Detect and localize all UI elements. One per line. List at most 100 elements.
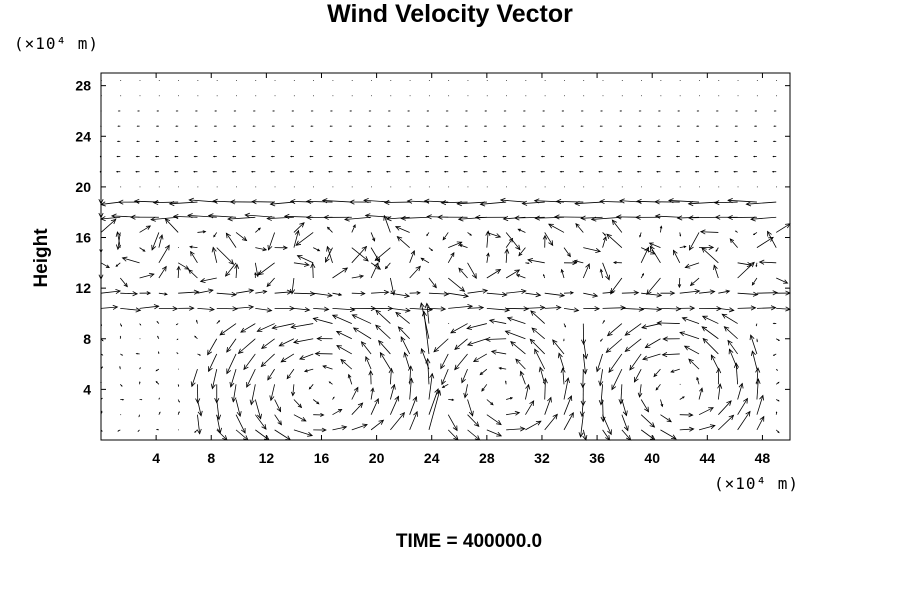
vector-arrow xyxy=(332,409,342,416)
vector-arrow xyxy=(274,429,291,441)
vector-arrow-head xyxy=(262,247,268,252)
vector-arrow-head xyxy=(352,327,359,333)
vector-arrow xyxy=(119,277,128,287)
vector-arrow xyxy=(489,319,507,324)
vector-arrow-head xyxy=(363,256,369,262)
vector-arrow xyxy=(348,374,353,385)
vector-arrow xyxy=(624,323,642,336)
vector-arrow xyxy=(261,353,275,367)
vector-arrow xyxy=(717,384,721,400)
vector-arrow xyxy=(240,323,256,333)
vector-arrow xyxy=(306,200,333,203)
vector-arrow-head xyxy=(261,343,267,350)
vector-arrow-head xyxy=(416,290,421,295)
vector-arrow xyxy=(690,277,700,286)
vector-arrow-head xyxy=(331,314,338,320)
vector-arrow xyxy=(344,216,372,220)
vector-arrow-head xyxy=(266,215,272,221)
vector-arrow-head xyxy=(129,214,136,220)
vector-arrow xyxy=(428,388,439,415)
vector-arrow xyxy=(670,368,680,373)
vector-arrow xyxy=(562,368,565,385)
vector-arrow xyxy=(293,414,307,422)
vector-arrow xyxy=(479,368,488,375)
vector-arrow xyxy=(596,353,603,372)
vector-arrow-head xyxy=(115,288,122,295)
vector-arrow xyxy=(117,232,121,250)
vector-arrow-head xyxy=(580,215,586,221)
vector-arrow xyxy=(448,277,465,292)
vector-arrow-head xyxy=(379,351,385,358)
vector-arrow xyxy=(491,351,507,355)
vector-arrow-head xyxy=(375,309,381,316)
vector-arrow-head xyxy=(466,324,473,330)
vector-arrow-head xyxy=(538,366,544,373)
vector-arrow xyxy=(610,277,623,294)
vector-arrow xyxy=(177,411,180,415)
vector-arrow-head xyxy=(365,356,370,362)
y-tick-label: 12 xyxy=(75,280,91,296)
vector-arrow-head xyxy=(360,341,367,347)
vector-arrow xyxy=(776,307,791,310)
vector-arrow-head xyxy=(399,411,406,418)
vector-arrow-head xyxy=(289,288,296,295)
vector-arrow xyxy=(309,384,314,390)
vector-arrow-head xyxy=(434,388,440,394)
vector-arrow xyxy=(544,397,552,415)
vector-arrow xyxy=(158,234,163,248)
vector-arrow-head xyxy=(583,353,589,360)
vector-arrow xyxy=(607,323,623,336)
vector-arrow-head xyxy=(303,369,308,373)
vector-arrow xyxy=(173,215,198,218)
vector-arrow xyxy=(375,309,391,324)
vector-arrow xyxy=(486,292,507,296)
vector-arrow-head xyxy=(733,362,739,368)
vector-arrow xyxy=(653,368,661,377)
vector-arrow xyxy=(480,201,507,205)
vector-arrow-head xyxy=(504,330,511,336)
vector-arrow xyxy=(212,247,218,263)
vector-arrow xyxy=(442,232,449,241)
x-tick-label: 48 xyxy=(755,450,771,466)
vector-arrow xyxy=(458,267,468,279)
vector-arrow xyxy=(428,390,441,430)
vector-arrow-head xyxy=(461,377,466,384)
vector-arrow xyxy=(291,323,314,328)
vector-arrow xyxy=(753,232,758,235)
vector-arrow-head xyxy=(618,399,624,405)
vector-arrow xyxy=(668,200,700,203)
vector-arrow-head xyxy=(633,290,640,296)
vector-arrow-head xyxy=(337,408,343,413)
vector-arrow xyxy=(506,290,526,294)
vector-arrow xyxy=(404,352,411,370)
vector-arrow xyxy=(196,320,198,324)
vector-arrow xyxy=(756,367,759,385)
vector-arrow xyxy=(243,353,256,370)
vector-arrow xyxy=(662,353,680,356)
vector-arrow xyxy=(293,399,302,408)
vector-arrow xyxy=(177,266,180,279)
vector-arrow-head xyxy=(236,411,242,417)
vector-arrow xyxy=(640,273,644,279)
vector-arrow-head xyxy=(322,365,327,369)
vector-arrow xyxy=(582,263,590,279)
vector-arrow xyxy=(397,236,410,248)
vector-arrow xyxy=(378,340,391,355)
vector-arrow-head xyxy=(713,264,718,270)
vector-arrow-head xyxy=(424,302,430,309)
vector-arrow xyxy=(775,368,778,371)
vector-arrow-head xyxy=(555,305,562,311)
vector-arrow xyxy=(775,382,780,385)
vector-arrow xyxy=(207,338,218,355)
vector-arrow xyxy=(531,327,545,340)
vector-arrow-head xyxy=(360,291,366,296)
vector-arrow xyxy=(599,369,603,386)
x-tick-label: 16 xyxy=(314,450,330,466)
vector-arrow xyxy=(737,292,758,295)
vector-arrow xyxy=(525,384,529,400)
vector-arrow-head xyxy=(344,216,350,222)
vector-arrow xyxy=(156,368,160,372)
vector-arrow-head xyxy=(637,392,643,398)
vector-arrow xyxy=(746,201,777,205)
vector-arrow xyxy=(313,307,329,310)
